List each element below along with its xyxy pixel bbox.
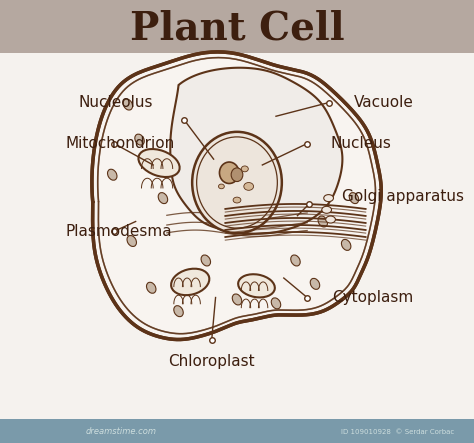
Ellipse shape: [146, 282, 156, 293]
Polygon shape: [92, 52, 381, 339]
Ellipse shape: [174, 306, 183, 317]
Ellipse shape: [310, 278, 319, 289]
Ellipse shape: [192, 132, 282, 233]
Ellipse shape: [219, 162, 239, 183]
Ellipse shape: [108, 169, 117, 180]
Ellipse shape: [232, 294, 242, 305]
Text: Golgi apparatus: Golgi apparatus: [342, 189, 464, 204]
Ellipse shape: [123, 99, 133, 110]
Text: Nucleus: Nucleus: [330, 136, 392, 151]
Ellipse shape: [271, 298, 281, 309]
Ellipse shape: [324, 194, 334, 202]
Text: Vacuole: Vacuole: [354, 95, 414, 110]
Ellipse shape: [201, 255, 210, 266]
Ellipse shape: [233, 197, 241, 203]
Ellipse shape: [158, 193, 168, 204]
Ellipse shape: [326, 216, 336, 223]
Text: Plant Cell: Plant Cell: [130, 10, 344, 48]
Polygon shape: [170, 68, 342, 234]
Ellipse shape: [219, 184, 224, 189]
Ellipse shape: [231, 168, 243, 182]
Text: Chloroplast: Chloroplast: [168, 354, 255, 369]
Text: ID 109010928  © Serdar Corbac: ID 109010928 © Serdar Corbac: [341, 429, 455, 435]
Ellipse shape: [349, 193, 359, 204]
Ellipse shape: [138, 149, 180, 177]
Text: Mitochondrion: Mitochondrion: [65, 136, 175, 151]
Text: Cytoplasm: Cytoplasm: [332, 290, 414, 305]
Ellipse shape: [341, 239, 351, 250]
Text: Nucleolus: Nucleolus: [79, 95, 153, 110]
Ellipse shape: [291, 255, 300, 266]
Ellipse shape: [241, 166, 248, 172]
Ellipse shape: [322, 206, 331, 214]
Ellipse shape: [171, 269, 210, 295]
Ellipse shape: [238, 274, 275, 297]
Ellipse shape: [318, 216, 328, 227]
Ellipse shape: [135, 134, 144, 145]
Text: dreamstime.com: dreamstime.com: [85, 427, 156, 436]
Ellipse shape: [127, 236, 137, 246]
Ellipse shape: [244, 183, 254, 190]
Text: Plasmodesma: Plasmodesma: [65, 224, 172, 239]
